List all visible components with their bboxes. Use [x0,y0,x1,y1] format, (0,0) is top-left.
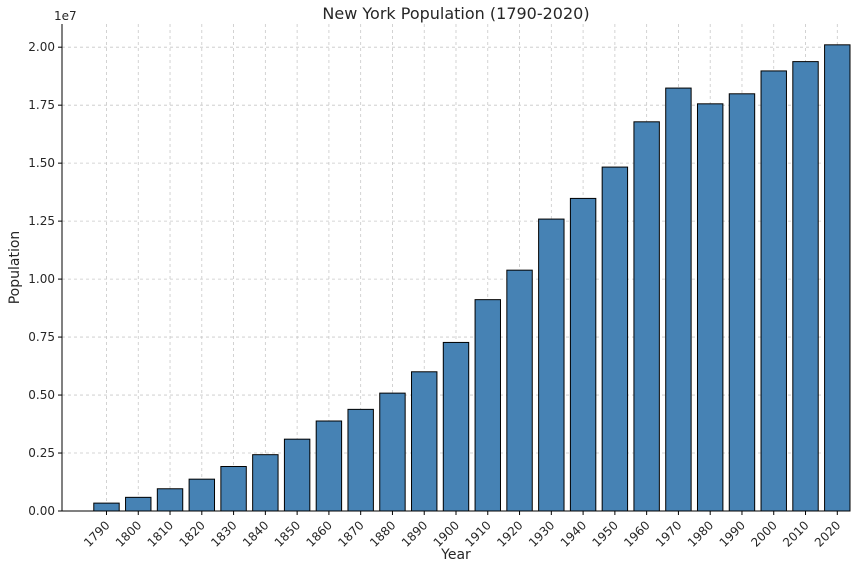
bar-1870 [347,408,374,512]
y-tick-label: 2.00 [28,40,55,54]
y-ticks: 0.00 0.25 0.50 0.75 1.00 1.25 1.50 1.75 2.00 [28,40,62,518]
x-tick-label: 1810 [145,518,176,549]
x-tick-label: 1930 [526,518,557,549]
bar-1960 [633,121,660,512]
y-scale-note: 1e7 [54,9,77,23]
x-tick-label: 1880 [367,518,398,549]
bars [93,44,851,512]
y-tick-label: 1.00 [28,272,55,286]
chart-title: New York Population (1790-2020) [322,4,589,23]
x-tick-label: 1820 [176,518,207,549]
y-tick-label: 0.00 [28,504,55,518]
x-axis-label: Year [440,547,471,563]
x-tick-label: 1790 [81,518,112,549]
bar-1970 [665,87,692,512]
x-tick-label: 2020 [812,518,843,549]
bar-1800 [125,496,152,512]
x-tick-label: 2010 [780,518,811,549]
y-tick-label: 0.25 [28,446,55,460]
bar-1840 [252,454,279,512]
x-tick-label: 1940 [558,518,589,549]
bar-1980 [696,103,724,512]
bar-1820 [188,478,216,512]
x-tick-label: 1970 [653,518,684,549]
bar-1850 [283,438,311,512]
y-tick-label: 1.50 [28,156,55,170]
bar-1810 [156,488,184,512]
bar-1990 [728,93,756,512]
x-tick-label: 1900 [431,518,462,549]
bar-2020 [824,44,851,512]
bar-1830 [220,466,247,512]
y-tick-label: 1.75 [28,98,55,112]
bar-1930 [538,218,565,512]
x-tick-label: 1850 [272,518,303,549]
x-tick-label: 2000 [748,518,779,549]
bar-1860 [315,420,343,512]
y-tick-label: 0.50 [28,388,55,402]
bar-1940 [569,197,597,512]
x-tick-label: 1950 [589,518,620,549]
x-tick-label: 1870 [335,518,366,549]
x-tick-label: 1910 [462,518,493,549]
bar-1790 [93,502,120,512]
bar-1950 [601,166,629,512]
bar-2000 [760,70,787,512]
bar-1880 [379,392,406,512]
x-ticks: 1790 1800 1810 1820 1830 1840 1850 1860 1870 1880… [81,511,843,550]
bar-1910 [474,299,501,512]
x-tick-label: 1960 [621,518,652,549]
y-tick-label: 0.75 [28,330,55,344]
bar-1900 [442,341,470,512]
x-tick-label: 1920 [494,518,525,549]
x-tick-label: 1980 [685,518,716,549]
x-tick-label: 1860 [304,518,335,549]
bar-2010 [792,61,819,512]
bar-1920 [506,269,533,512]
x-tick-label: 1830 [208,518,239,549]
y-tick-label: 1.25 [28,214,55,228]
x-tick-label: 1840 [240,518,271,549]
x-tick-label: 1800 [113,518,144,549]
x-tick-label: 1990 [717,518,748,549]
x-tick-label: 1890 [399,518,430,549]
bar-1890 [411,371,438,512]
y-axis-label: Population [7,231,23,305]
